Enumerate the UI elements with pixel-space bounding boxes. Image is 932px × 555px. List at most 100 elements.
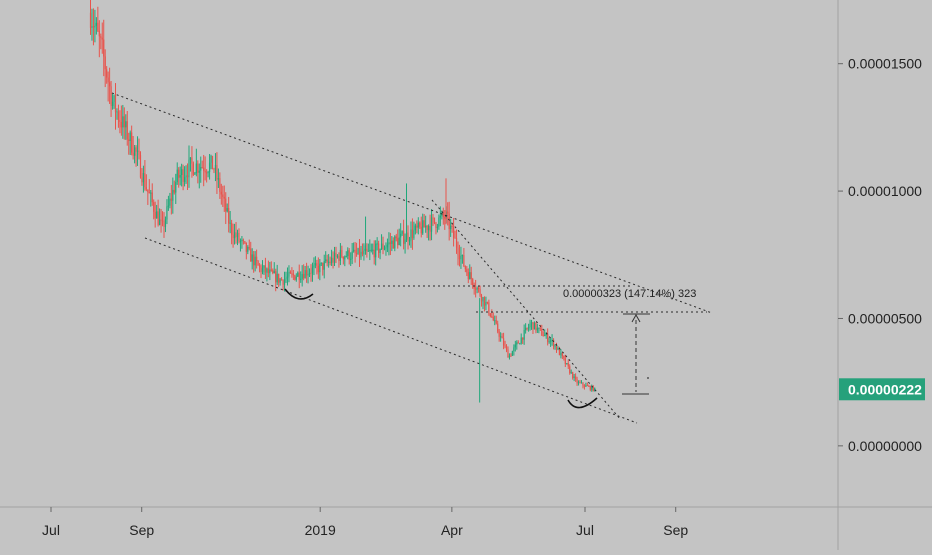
candle-body	[579, 382, 581, 384]
candle-body	[497, 323, 499, 332]
candle-body	[397, 238, 399, 246]
candle-body	[591, 386, 593, 390]
candle-body	[586, 385, 588, 387]
candle-body	[295, 276, 297, 280]
candle-body	[483, 297, 486, 306]
candle-body	[305, 270, 308, 276]
candle-body	[520, 337, 522, 344]
time-tick-label: Jul	[576, 522, 594, 538]
candle-body	[216, 164, 218, 180]
candle-body	[523, 330, 525, 340]
candle-body	[206, 172, 208, 174]
candle-body	[473, 285, 475, 289]
candle-body	[344, 256, 346, 260]
candle-body	[442, 212, 444, 218]
time-tick-label: 2019	[305, 522, 336, 538]
candle-body	[561, 352, 563, 356]
candle-body	[376, 243, 378, 245]
candle-body	[378, 243, 380, 253]
candle-body	[89, 12, 92, 28]
candle-body	[301, 273, 303, 279]
candle-body	[554, 344, 556, 347]
candle-body	[211, 155, 214, 170]
candle-body	[203, 167, 205, 171]
candle-body	[200, 167, 202, 171]
candle-body	[241, 239, 243, 242]
candle-body	[173, 189, 175, 193]
candle-body	[438, 217, 440, 227]
candle-body	[386, 244, 389, 248]
candle-body	[502, 338, 505, 346]
candle-body	[347, 250, 349, 257]
candle-body	[414, 225, 416, 231]
candle-body	[357, 248, 359, 254]
candle-body	[547, 333, 549, 342]
candle-body	[373, 249, 375, 258]
candle-body	[119, 119, 121, 122]
candle-body	[348, 250, 350, 260]
candle-body	[576, 379, 578, 384]
candle-body	[214, 164, 217, 170]
wedge-upper-line	[431, 199, 622, 421]
candle-body	[145, 187, 147, 190]
candle-body	[285, 278, 287, 280]
candle-body	[532, 322, 534, 330]
candle-body	[400, 233, 402, 238]
candle-body	[335, 252, 337, 257]
candle-body	[201, 167, 203, 169]
candle-body	[545, 333, 547, 336]
candle-body	[307, 274, 309, 276]
candle-body	[544, 335, 546, 337]
candle-body	[470, 272, 472, 279]
candle-body	[594, 387, 596, 391]
candle-body	[95, 22, 97, 26]
candle-body	[158, 219, 161, 225]
candle-body	[238, 232, 240, 242]
candle-body	[163, 221, 165, 227]
candle-body	[198, 170, 200, 173]
candle-body	[350, 258, 352, 260]
candle-body	[411, 229, 414, 238]
time-tick-label: Jul	[42, 522, 60, 538]
candle-body	[529, 324, 531, 328]
candle-body	[100, 36, 102, 38]
candle-body	[439, 215, 441, 218]
candle-body	[407, 232, 409, 241]
time-axis[interactable]: Jul Sep 2019 Apr Jul Sep	[42, 507, 688, 538]
candle-body	[154, 211, 156, 219]
candle-body	[132, 152, 134, 156]
candle-body	[281, 279, 283, 281]
candle-body	[338, 255, 340, 261]
candle-body	[504, 345, 506, 347]
candle-body	[385, 247, 387, 249]
candle-body	[345, 256, 347, 258]
candle-body	[567, 363, 569, 367]
candle-body	[479, 288, 481, 296]
candle-body	[308, 272, 311, 275]
candle-body	[264, 265, 267, 273]
candle-body	[135, 147, 137, 152]
candle-body	[420, 226, 422, 234]
current-price-tag	[839, 378, 925, 401]
candle-body	[466, 269, 468, 273]
candle-body	[267, 268, 269, 274]
candle-body	[450, 225, 452, 230]
candlestick-series	[89, 0, 596, 403]
price-axis[interactable]: 0.00001500 0.00001000 0.00000500 0.00000000	[838, 56, 922, 454]
candle-body	[476, 287, 478, 290]
candle-body	[160, 219, 162, 221]
candle-body	[166, 206, 168, 220]
candle-body	[526, 327, 528, 329]
price-tick-label: 0.00000500	[848, 310, 922, 326]
candle-body	[592, 386, 594, 391]
candle-body	[336, 255, 339, 257]
candle-body	[382, 243, 384, 250]
candle-body	[113, 95, 115, 102]
candle-body	[247, 247, 249, 252]
candle-body	[354, 249, 356, 254]
candle-body	[273, 271, 275, 274]
candle-body	[375, 243, 377, 258]
candle-body	[229, 222, 231, 224]
candle-body	[123, 116, 125, 128]
